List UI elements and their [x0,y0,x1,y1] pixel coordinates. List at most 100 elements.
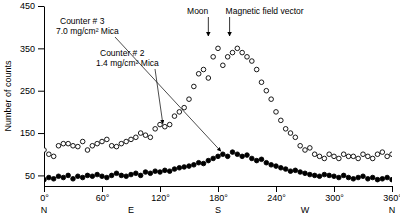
x-tick-mark [160,186,161,192]
point [80,139,85,144]
point [44,148,46,153]
point [341,152,346,157]
point [167,169,172,174]
point [163,124,168,129]
point [250,156,255,161]
plot-area [44,46,392,182]
point [129,137,134,142]
series-description: 1.4 mg/cm² Mica [96,58,159,68]
x-tick: 0° [40,186,49,203]
point [153,169,158,174]
point [341,173,346,178]
series-label: Counter # 37.0 mg/cm² Mica [56,16,221,151]
point [66,141,71,146]
y-tick: 50 [25,171,44,181]
point [351,154,356,159]
point [346,154,351,159]
point [380,177,385,182]
point [317,174,322,179]
point [312,152,317,157]
compass-label: W [301,205,310,215]
point [370,156,375,161]
point [288,169,293,174]
point [327,152,332,157]
point [216,154,221,159]
point [172,167,177,172]
point [148,171,153,176]
point [71,143,76,148]
y-tick: 250 [20,86,44,96]
point [322,172,327,177]
point [201,161,206,166]
point [356,156,361,161]
y-tick-label: 150 [20,128,35,138]
point [337,175,342,180]
point [361,152,366,157]
point [385,175,390,180]
point [76,174,81,179]
point [134,135,139,140]
y-axis-title: Number of counts [3,60,13,132]
chart: 501502503504500°60°120°180°240°300°360°N… [0,0,400,216]
point [274,164,279,169]
point [390,152,392,157]
x-tick-label: 60° [96,193,110,203]
point [124,139,129,144]
series-label: Counter # 21.4 mg/cm² Mica [96,48,163,124]
point [254,158,259,163]
point [90,174,95,179]
point [221,63,226,68]
annotation: Magnetic field vector [226,6,304,36]
point [119,173,124,178]
point [177,165,182,170]
point [201,67,206,72]
point [51,177,56,182]
point [235,46,240,51]
y-tick-label: 250 [20,86,35,96]
point [61,175,66,180]
point [182,105,187,110]
annotation-arrow [208,17,209,36]
point [129,172,134,177]
y-tick-mark [38,6,44,7]
point [105,175,110,180]
series [44,46,392,161]
point [47,175,52,180]
point [264,160,269,165]
point [327,173,332,178]
point [216,46,221,51]
point [293,135,298,140]
x-tick-mark [334,186,335,192]
point [332,154,337,159]
point [90,143,95,148]
x-tick: 60° [96,186,110,203]
point [66,173,71,178]
point [269,97,274,102]
point [85,173,90,178]
point [390,177,392,182]
point [71,177,76,182]
point [346,175,351,180]
x-tick-label: 240° [267,193,286,203]
point [196,160,201,165]
compass-labels: NESWN [41,205,396,215]
point [95,141,100,146]
point [351,177,356,182]
point [114,171,119,176]
x-tick: 240° [267,186,286,203]
point [225,55,230,60]
point [143,170,148,175]
point [380,150,385,155]
point [95,172,100,177]
point [308,146,313,151]
compass-label: N [389,205,396,215]
point [240,50,245,55]
point [303,171,308,176]
point [279,165,284,170]
x-tick: 180° [209,186,228,203]
y-tick-label: 350 [20,44,35,54]
series-name: Counter # 2 [100,48,145,58]
compass-label: S [215,205,221,215]
point [288,131,293,136]
point [143,133,148,138]
